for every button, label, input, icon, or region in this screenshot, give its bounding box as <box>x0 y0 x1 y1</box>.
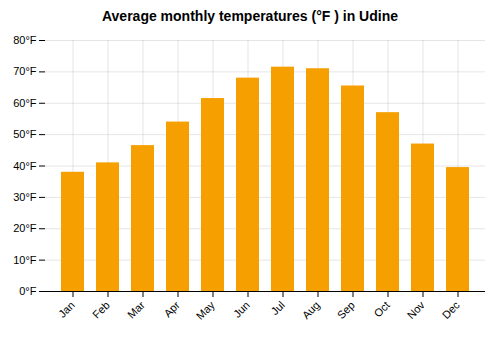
svg-text:0°F: 0°F <box>19 285 37 297</box>
svg-text:Nov: Nov <box>405 298 428 321</box>
svg-text:80°F: 80°F <box>13 34 37 46</box>
svg-text:Apr: Apr <box>161 299 182 320</box>
svg-text:May: May <box>194 298 218 322</box>
svg-text:10°F: 10°F <box>13 254 37 266</box>
svg-text:30°F: 30°F <box>13 191 37 203</box>
svg-text:40°F: 40°F <box>13 160 37 172</box>
svg-text:Feb: Feb <box>90 299 112 321</box>
svg-text:Jun: Jun <box>231 299 252 320</box>
svg-text:Dec: Dec <box>440 298 463 321</box>
svg-text:20°F: 20°F <box>13 222 37 234</box>
svg-text:Mar: Mar <box>125 299 147 321</box>
svg-text:Jan: Jan <box>56 299 77 320</box>
svg-text:Oct: Oct <box>371 299 392 320</box>
svg-text:50°F: 50°F <box>13 128 37 140</box>
svg-text:Sep: Sep <box>335 299 357 321</box>
svg-text:60°F: 60°F <box>13 97 37 109</box>
svg-text:Aug: Aug <box>300 299 322 321</box>
html-text:Average monthly temperatures (: Average monthly temperatures (°F ) in Ud… <box>102 8 398 24</box>
svg-text:70°F: 70°F <box>13 65 37 77</box>
svg-text:Jul: Jul <box>268 299 286 317</box>
